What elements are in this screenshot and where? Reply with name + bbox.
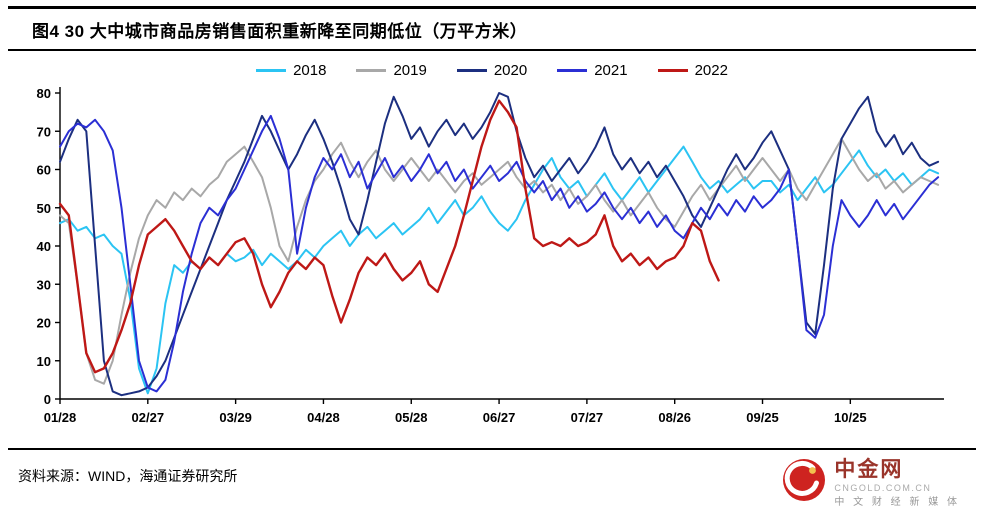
legend-item-2018: 2018: [256, 62, 326, 79]
series-line-2022: [58, 99, 720, 374]
chart-legend: 2018 2019 2020 2021 2022: [8, 57, 976, 83]
x-tick-label: 05/28: [395, 410, 428, 425]
legend-swatch-2018: [256, 68, 287, 72]
legend-label-2019: 2019: [393, 61, 427, 79]
brand-logo: 中金网 CNGOLD.COM.CN 中 文 财 经 新 媒 体: [782, 458, 966, 508]
y-tick-label: 30: [37, 277, 51, 292]
y-tick-label: 40: [37, 239, 51, 254]
legend-swatch-2021: [557, 68, 588, 72]
logo-texts: 中金网 CNGOLD.COM.CN 中 文 财 经 新 媒 体: [834, 458, 960, 508]
series-line-2019: [59, 137, 940, 385]
y-tick-label: 0: [44, 392, 51, 407]
footer: 资料来源：WIND，海通证券研究所 中金网 CNGOLD.COM.CN 中 文 …: [8, 448, 976, 514]
legend-item-2022: 2022: [657, 61, 728, 79]
x-tick-label: 04/28: [307, 410, 340, 425]
figure-title: 图4 30 大中城市商品房销售面积重新降至同期低位（万平方米）: [8, 6, 976, 51]
source-note: 资料来源：WIND，海通证券研究所: [18, 468, 238, 485]
y-tick-label: 50: [37, 201, 51, 216]
legend-item-2021: 2021: [557, 61, 628, 79]
legend-label-2022: 2022: [694, 61, 728, 79]
y-tick-label: 20: [37, 316, 51, 331]
legend-swatch-2019: [356, 68, 387, 72]
x-tick-label: 09/25: [746, 410, 779, 425]
line-chart: 0 10 20 30 40 50 60 70 80 01/28 02/27 03/29 04/28 05/…: [37, 86, 944, 425]
logo-tagline: 中 文 财 经 新 媒 体: [834, 496, 960, 508]
cngold-coin-icon: [783, 459, 826, 502]
legend-label-2018: 2018: [293, 61, 327, 79]
x-tick-label: 07/27: [571, 410, 604, 425]
series-line-2021: [59, 114, 940, 393]
x-tick-label: 08/26: [658, 410, 691, 425]
logo-domain: CNGOLD.COM.CN: [834, 483, 932, 494]
y-tick-label: 60: [37, 163, 51, 178]
legend-item-2019: 2019: [356, 61, 427, 79]
series-line-2018: [59, 145, 940, 395]
legend-label-2021: 2021: [594, 61, 628, 79]
legend-swatch-2020: [456, 68, 487, 72]
legend-swatch-2022: [657, 68, 688, 72]
x-tick-label: 10/25: [834, 410, 867, 425]
x-tick-label: 03/29: [219, 410, 252, 425]
y-tick-label: 80: [37, 86, 51, 101]
x-tick-label: 01/28: [44, 410, 77, 425]
x-tick-label: 06/27: [483, 410, 516, 425]
legend-label-2020: 2020: [493, 61, 528, 79]
y-tick-label: 70: [37, 124, 51, 139]
legend-item-2020: 2020: [456, 61, 528, 79]
x-tick-label: 02/27: [132, 410, 165, 425]
series-line-2020: [59, 92, 940, 397]
logo-name: 中金网: [834, 458, 904, 482]
y-tick-label: 10: [37, 354, 51, 369]
